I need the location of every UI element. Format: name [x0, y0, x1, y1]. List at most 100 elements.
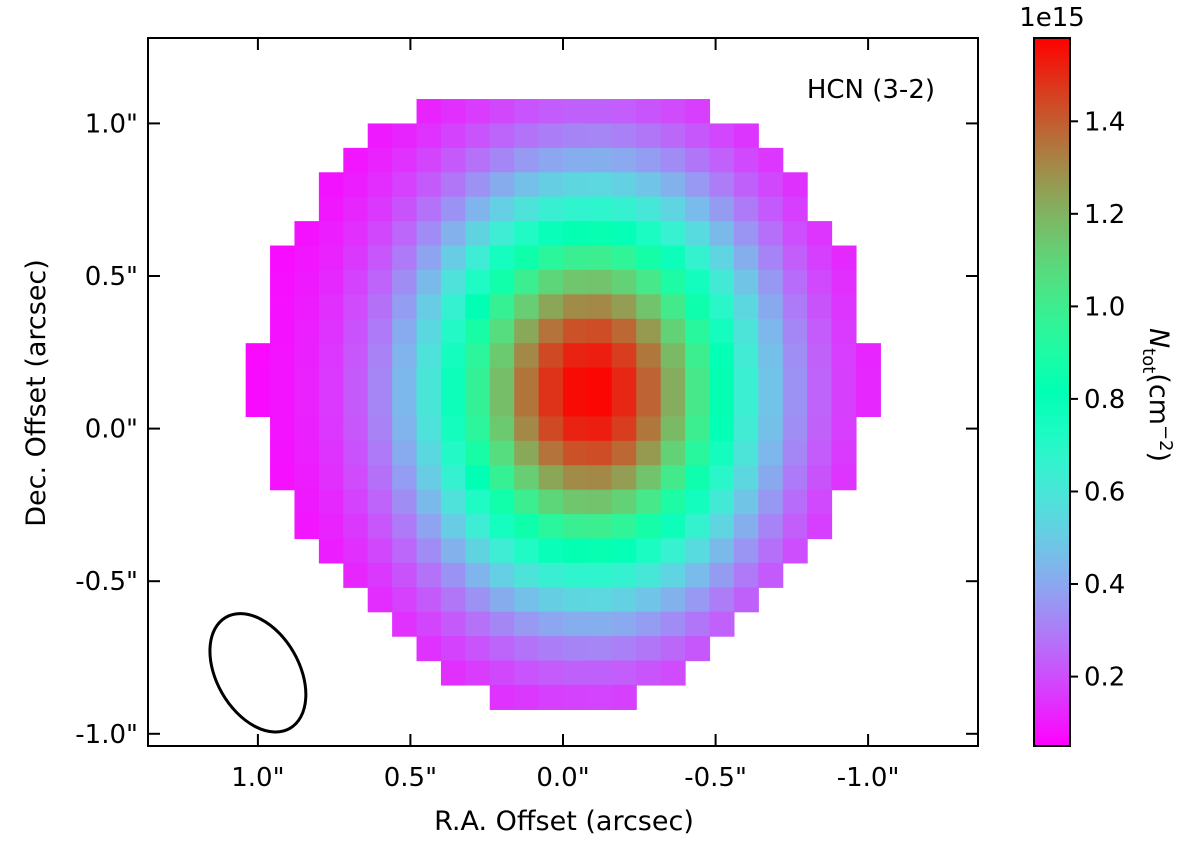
heatmap-pixel — [367, 587, 393, 613]
heatmap-pixel — [660, 465, 686, 491]
heatmap-pixel — [782, 245, 808, 271]
heatmap-pixel — [685, 343, 711, 369]
heatmap-pixel — [563, 489, 589, 515]
heatmap-pixel — [758, 245, 784, 271]
heatmap-pixel — [807, 416, 833, 442]
y-tick-label: -0.5" — [75, 567, 138, 597]
heatmap-pixel — [514, 147, 540, 173]
heatmap-pixel — [489, 489, 515, 515]
heatmap-pixel — [294, 343, 320, 369]
heatmap-pixel — [685, 538, 711, 564]
heatmap-pixel — [758, 318, 784, 344]
heatmap-pixel — [440, 465, 466, 491]
heatmap-pixel — [538, 611, 564, 637]
heatmap-pixel — [514, 294, 540, 320]
heatmap-pixel — [611, 221, 637, 247]
heatmap-pixel — [392, 562, 418, 588]
heatmap-pixel — [831, 245, 857, 271]
heatmap-pixel — [831, 416, 857, 442]
heatmap-pixel — [733, 147, 759, 173]
heatmap-pixel — [294, 489, 320, 515]
heatmap-pixel — [660, 660, 686, 686]
heatmap-pixel — [538, 123, 564, 149]
heatmap-pixel — [855, 367, 881, 393]
heatmap-pixel — [489, 221, 515, 247]
heatmap-pixel — [611, 147, 637, 173]
heatmap-pixel — [782, 416, 808, 442]
heatmap-pixel — [489, 147, 515, 173]
heatmap-pixel — [636, 538, 662, 564]
heatmap-pixel — [318, 538, 344, 564]
heatmap-pixel — [367, 318, 393, 344]
heatmap-pixel — [587, 367, 613, 393]
heatmap-pixel — [660, 294, 686, 320]
heatmap-pixel — [782, 269, 808, 295]
colorbar-label-unit: (cm — [1143, 373, 1174, 425]
heatmap-pixel — [416, 294, 442, 320]
heatmap-pixels — [245, 99, 881, 710]
beam-ellipse-group — [208, 612, 308, 734]
heatmap-pixel — [660, 636, 686, 662]
heatmap-pixel — [709, 440, 735, 466]
heatmap-pixel — [343, 538, 369, 564]
heatmap-pixel — [294, 392, 320, 418]
heatmap-pixel — [685, 172, 711, 198]
heatmap-pixel — [318, 343, 344, 369]
heatmap-pixel — [563, 538, 589, 564]
heatmap-pixel — [660, 269, 686, 295]
heatmap-pixel — [587, 318, 613, 344]
heatmap-pixel — [709, 221, 735, 247]
heatmap-pixel — [343, 392, 369, 418]
heatmap-pixel — [367, 440, 393, 466]
heatmap-pixel — [538, 392, 564, 418]
heatmap-pixel — [660, 514, 686, 540]
heatmap-pixel — [563, 636, 589, 662]
heatmap-pixel — [855, 392, 881, 418]
heatmap-pixel — [611, 660, 637, 686]
heatmap-pixel — [660, 538, 686, 564]
heatmap-pixel — [465, 465, 491, 491]
heatmap-pixel — [782, 514, 808, 540]
heatmap-pixel — [465, 172, 491, 198]
heatmap-pixel — [367, 392, 393, 418]
heatmap-pixel — [611, 465, 637, 491]
heatmap-pixel — [831, 318, 857, 344]
heatmap-pixel — [514, 172, 540, 198]
heatmap-pixel — [392, 611, 418, 637]
heatmap-pixel — [465, 123, 491, 149]
heatmap-pixel — [587, 538, 613, 564]
heatmap-pixel — [538, 562, 564, 588]
heatmap-pixel — [733, 196, 759, 222]
heatmap-pixel — [685, 489, 711, 515]
heatmap-pixel — [636, 587, 662, 613]
heatmap-pixel — [563, 367, 589, 393]
heatmap-pixel — [343, 367, 369, 393]
y-tick-label: 1.0" — [85, 109, 138, 139]
heatmap-pixel — [563, 99, 589, 125]
heatmap-pixel — [416, 99, 442, 125]
heatmap-pixel — [758, 514, 784, 540]
heatmap-pixel — [733, 538, 759, 564]
heatmap-pixel — [709, 294, 735, 320]
heatmap-pixel — [563, 318, 589, 344]
heatmap-pixel — [611, 392, 637, 418]
heatmap-pixel — [489, 294, 515, 320]
heatmap-pixel — [440, 318, 466, 344]
heatmap-pixel — [416, 269, 442, 295]
heatmap-pixel — [392, 318, 418, 344]
heatmap-pixel — [489, 611, 515, 637]
heatmap-pixel — [587, 294, 613, 320]
heatmap-pixel — [709, 587, 735, 613]
heatmap-pixel — [685, 294, 711, 320]
heatmap-pixel — [587, 221, 613, 247]
heatmap-pixel — [392, 465, 418, 491]
heatmap-pixel — [733, 392, 759, 418]
heatmap-pixel — [294, 465, 320, 491]
heatmap-pixel — [294, 245, 320, 271]
heatmap-pixel — [465, 294, 491, 320]
heatmap-pixel — [392, 392, 418, 418]
axis-ticks: 1.0" 0.5" 0.0" -0.5" -1.0" 1.0" 0.5" 0.0" -0.5" -… — [75, 38, 978, 793]
heatmap-pixel — [733, 123, 759, 149]
heatmap-pixel — [465, 416, 491, 442]
heatmap-pixel — [318, 392, 344, 418]
